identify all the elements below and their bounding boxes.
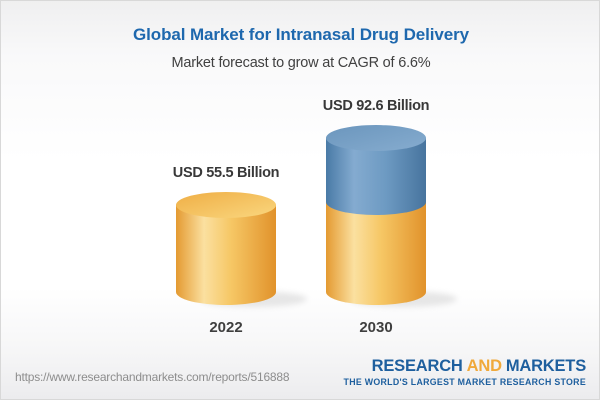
logo-word-markets: MARKETS — [505, 357, 586, 375]
category-label-2022: 2022 — [209, 319, 243, 336]
chart-title: Global Market for Intranasal Drug Delive… — [133, 25, 469, 44]
bar-2022-cylinder — [176, 192, 276, 305]
bar-2030-base-segment — [326, 202, 426, 305]
bar-2030-cylinder — [326, 125, 426, 305]
bar-2022-body — [176, 205, 276, 305]
chart-subtitle: Market forecast to grow at CAGR of 6.6% — [171, 55, 431, 71]
bar-2030-growth-segment — [326, 138, 426, 215]
category-label-2030: 2030 — [359, 319, 393, 336]
logo-word-and: AND — [466, 357, 502, 375]
value-label-2022: USD 55.5 Billion — [172, 165, 280, 181]
bar-2030-top — [326, 125, 426, 151]
value-label-2030: USD 92.6 Billion — [322, 98, 430, 114]
report-url: https://www.researchandmarkets.com/repor… — [15, 370, 290, 384]
logo-wordmark: RESEARCH AND MARKETS — [344, 357, 587, 375]
logo-tagline: THE WORLD'S LARGEST MARKET RESEARCH STOR… — [343, 376, 586, 387]
bar-2022-top — [176, 192, 276, 218]
researchandmarkets-logo: RESEARCH AND MARKETS THE WORLD'S LARGEST M… — [343, 357, 587, 387]
logo-word-research: RESEARCH — [371, 357, 463, 375]
